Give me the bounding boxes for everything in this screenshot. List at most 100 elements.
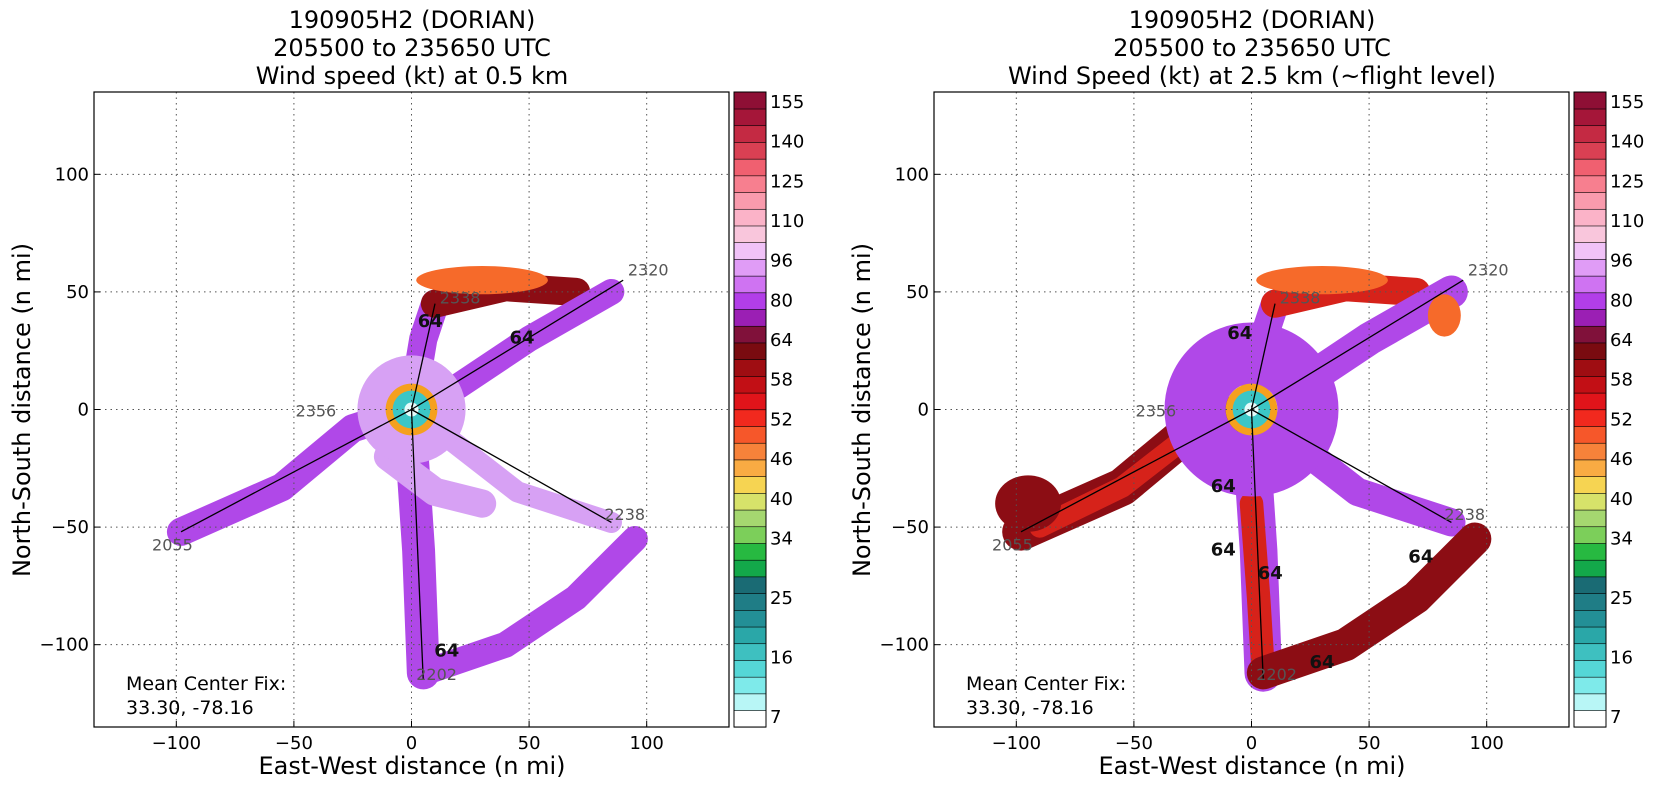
wind-ring [1164,322,1339,497]
colorbar-segment [1573,359,1607,377]
y-tick-label: 0 [78,400,89,421]
panel-1-fix-value: 33.30, -78.16 [126,697,254,719]
colorbar-segment [733,258,767,277]
colorbar-segment [1573,292,1607,310]
colorbar-segment [733,626,767,645]
contour-label-64: 64 [434,640,459,661]
colorbar-segment [733,509,767,528]
colorbar-tick-label: 40 [770,489,793,510]
colorbar-segment [1573,409,1607,427]
colorbar-segment [1573,242,1607,260]
panel-2-title-line-3: Wind Speed (kt) at 2.5 km (~flight level… [1008,62,1496,90]
flight-leg [1251,408,1452,523]
wind-patch-north [1256,266,1388,295]
track-time-label: 2238 [1444,505,1485,524]
contour-label-64: 64 [418,311,443,332]
colorbar-segment [1573,576,1607,594]
y-tick-label: 100 [55,164,89,185]
colorbar-segment [733,191,767,210]
colorbar-segment [1573,141,1607,160]
panel-2-title-line-1: 190905H2 (DORIAN) [1129,6,1376,34]
track-time-label: 2238 [604,505,645,524]
contour-label-64: 64 [510,328,535,349]
colorbar-segment [733,709,767,728]
colorbar-tick-label: 155 [1610,92,1644,113]
flight-leg [411,279,624,411]
panel-1-title-line-2: 205500 to 235650 UTC [273,34,551,62]
colorbar-tick-label: 58 [770,370,793,391]
contour-label-64: 64 [1211,476,1236,497]
colorbar-segment [1573,425,1607,444]
colorbar-tick-label: 125 [770,171,804,192]
colorbar-tick-label: 52 [770,409,793,430]
colorbar-segment [733,492,767,511]
colorbar-segment [1573,676,1607,695]
colorbar-segment [1573,375,1607,394]
colorbar-segment [733,425,767,444]
flight-leg [411,408,612,523]
x-tick-label: −50 [275,733,313,754]
flight-leg [1020,408,1252,533]
wind-band-inner [373,442,497,518]
panel-1: 190905H2 (DORIAN) 205500 to 235650 UTC W… [8,6,804,780]
y-tick-label: 100 [895,164,929,185]
colorbar-segment [733,693,767,711]
panel-2-fix-label: Mean Center Fix: [966,673,1126,695]
colorbar-tick-label: 34 [1610,528,1633,549]
panel-1-xlabel: East-West distance (n mi) [258,752,565,780]
colorbar-segment [733,609,767,628]
colorbar-segment [733,659,767,678]
colorbar-segment [733,292,767,310]
panel-2-flight-track: 2320 2338 2356 2055 2238 2202 64 64 64 64 64 64 [992,260,1509,684]
panel-2-fix-value: 33.30, -78.16 [966,697,1094,719]
colorbar-segment [1573,509,1607,528]
colorbar-segment [733,409,767,427]
colorbar-segment [733,91,767,110]
panel-1-flight-track: 2320 2338 2356 2055 2238 2202 64 64 64 [152,260,669,684]
colorbar-tick-label: 80 [1610,290,1633,311]
colorbar-segment [1573,442,1607,461]
colorbar-tick-label: 58 [1610,370,1633,391]
y-tick-label: −50 [51,517,89,538]
colorbar-segment [733,158,767,177]
colorbar-tick-label: 46 [770,449,793,470]
panel-1-ticks: −100 −100 −50 −50 0 0 50 50 100 100 [40,164,664,754]
y-tick-label: 50 [66,282,89,303]
panel-2-ylabel: North-South distance (n mi) [848,243,876,577]
colorbar-segment [1573,91,1607,110]
track-time-label: 2055 [992,536,1033,555]
colorbar-tick-label: 110 [1610,211,1644,232]
flight-leg [1251,279,1464,411]
colorbar-tick-label: 25 [1610,588,1633,609]
panel-2-xlabel: East-West distance (n mi) [1098,752,1405,780]
colorbar-segment [733,593,767,611]
track-time-label: 2320 [628,260,669,279]
panel-1-title-line-1: 190905H2 (DORIAN) [289,6,536,34]
colorbar-segment [1573,476,1607,494]
track-time-label: 2202 [1256,665,1297,684]
colorbar-segment [733,308,767,327]
x-tick-label: −50 [1115,733,1153,754]
colorbar-segment [1573,593,1607,611]
colorbar-segment [1573,626,1607,645]
contour-label-64: 64 [1408,546,1433,567]
colorbar-segment [1573,108,1607,127]
colorbar-tick-label: 64 [770,330,793,351]
colorbar-segment [1573,325,1607,344]
colorbar-segment [1573,275,1607,294]
colorbar-segment [733,208,767,227]
colorbar-tick-label: 96 [770,251,793,272]
colorbar-tick-label: 7 [770,707,781,728]
colorbar-segment [1573,225,1607,243]
colorbar-segment [1573,542,1607,561]
x-tick-label: 0 [1246,733,1257,754]
colorbar-tick-label: 25 [770,588,793,609]
colorbar-tick-label: 40 [1610,489,1633,510]
panel-2-grid [934,92,1569,727]
track-time-label: 2356 [1136,402,1177,421]
colorbar-segment [733,175,767,193]
colorbar-segment [1573,526,1607,544]
colorbar-segment [1573,342,1607,360]
colorbar-segment [1573,609,1607,628]
